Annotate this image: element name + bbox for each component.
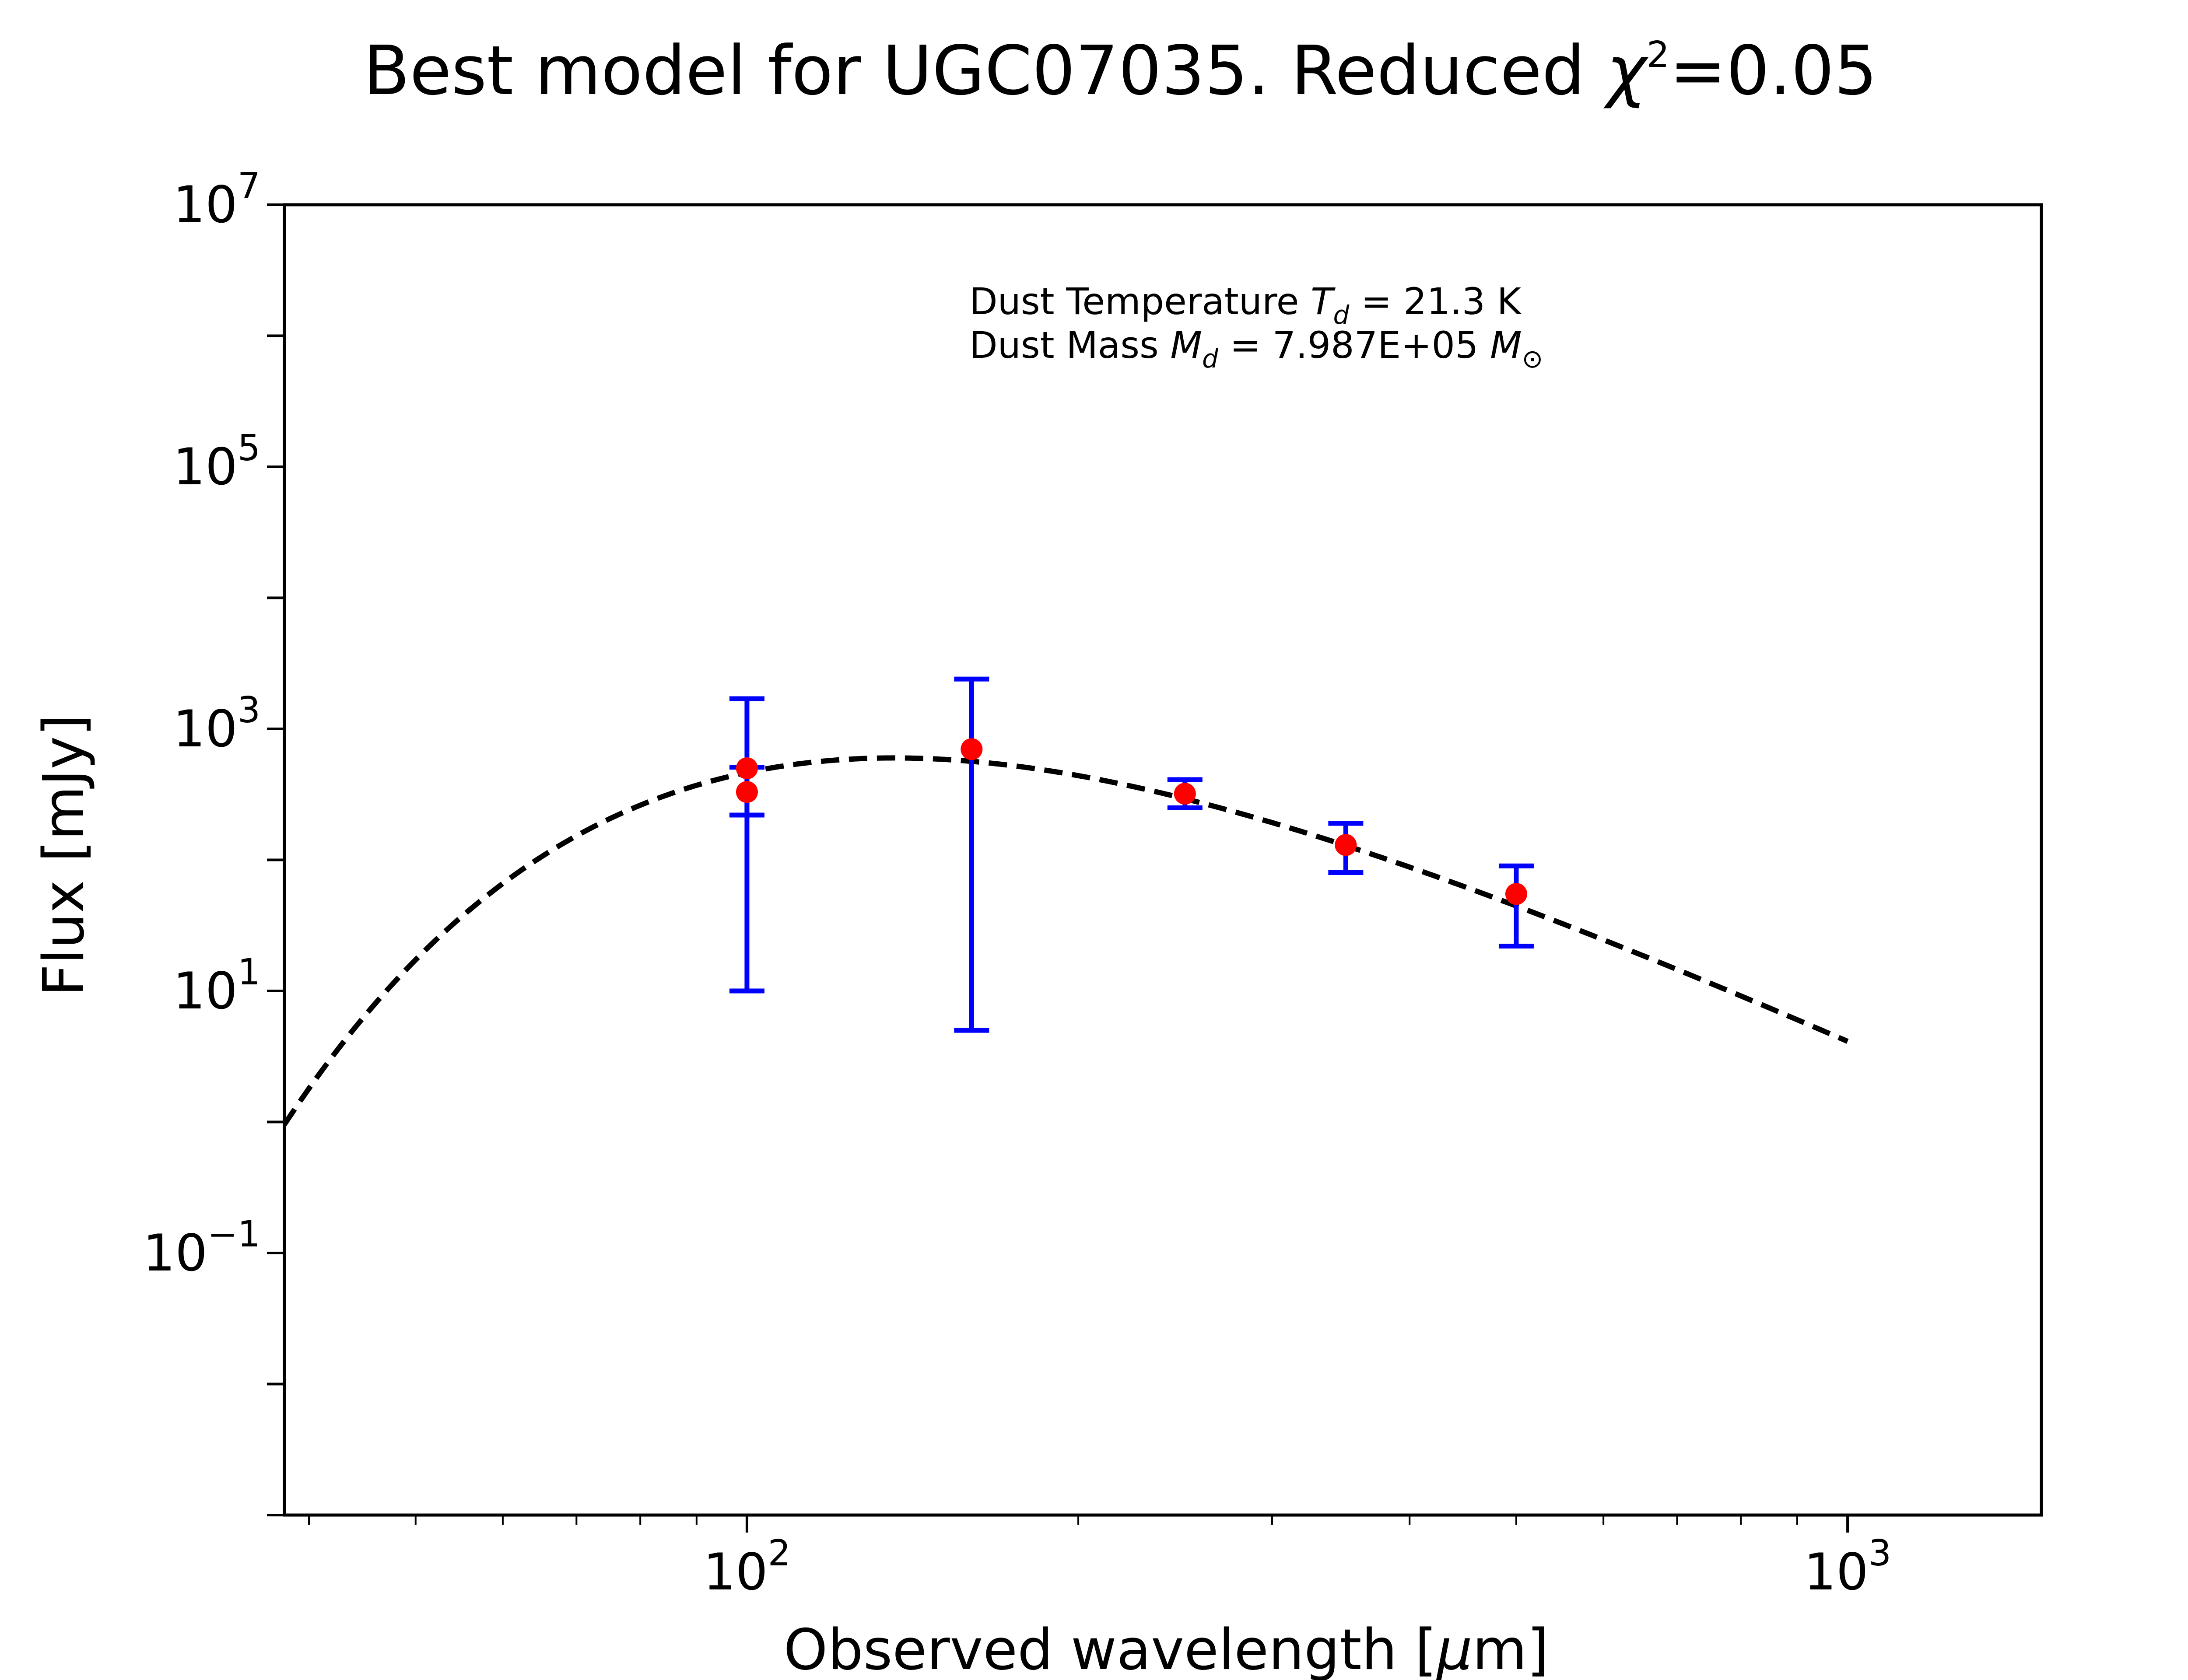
y-axis-label: Flux [mJy] xyxy=(32,714,97,997)
plot-frame xyxy=(283,203,2043,1517)
chart-title-main: Best model for UGC07035. Reduced xyxy=(363,31,1606,110)
y-tick-label: 105 xyxy=(173,427,260,497)
data-point xyxy=(736,781,758,803)
data-point xyxy=(1335,834,1357,856)
y-tick-label: 101 xyxy=(173,952,260,1021)
chart-title-chi-exponent: 2 xyxy=(1647,34,1669,76)
dust-mass-label: Dust Mass Md = 7.987E+05 M⊙ xyxy=(969,324,1543,374)
data-point xyxy=(736,757,758,780)
dust-temperature-label: Dust Temperature Td = 21.3 K xyxy=(969,280,1522,330)
plot-area: 102 103 10−1 101 103 105 107 xyxy=(143,165,2043,1602)
y-tick-label: 10−1 xyxy=(143,1214,261,1283)
data-point xyxy=(1174,783,1196,805)
data-point xyxy=(1505,883,1527,905)
chart-title-chi: χ xyxy=(1603,31,1649,110)
y-tick-label: 103 xyxy=(173,690,260,759)
dust-annotation: Dust Temperature Td = 21.3 K Dust Mass M… xyxy=(969,280,1543,374)
chart-title-value: =0.05 xyxy=(1669,31,1877,110)
model-curve xyxy=(282,755,1849,1126)
svg-text:Best model for UGC07035. Reduc: Best model for UGC07035. Reduced χ2=0.05 xyxy=(363,31,1877,110)
x-tick-label: 102 xyxy=(703,1533,791,1602)
y-tick-label: 107 xyxy=(173,165,260,234)
x-tick-label: 103 xyxy=(1804,1533,1891,1602)
data-point xyxy=(961,738,983,760)
x-axis-label: Observed wavelength [μm] xyxy=(784,1617,1549,1680)
chart-title: Best model for UGC07035. Reduced χ2=0.05 xyxy=(363,31,1877,110)
